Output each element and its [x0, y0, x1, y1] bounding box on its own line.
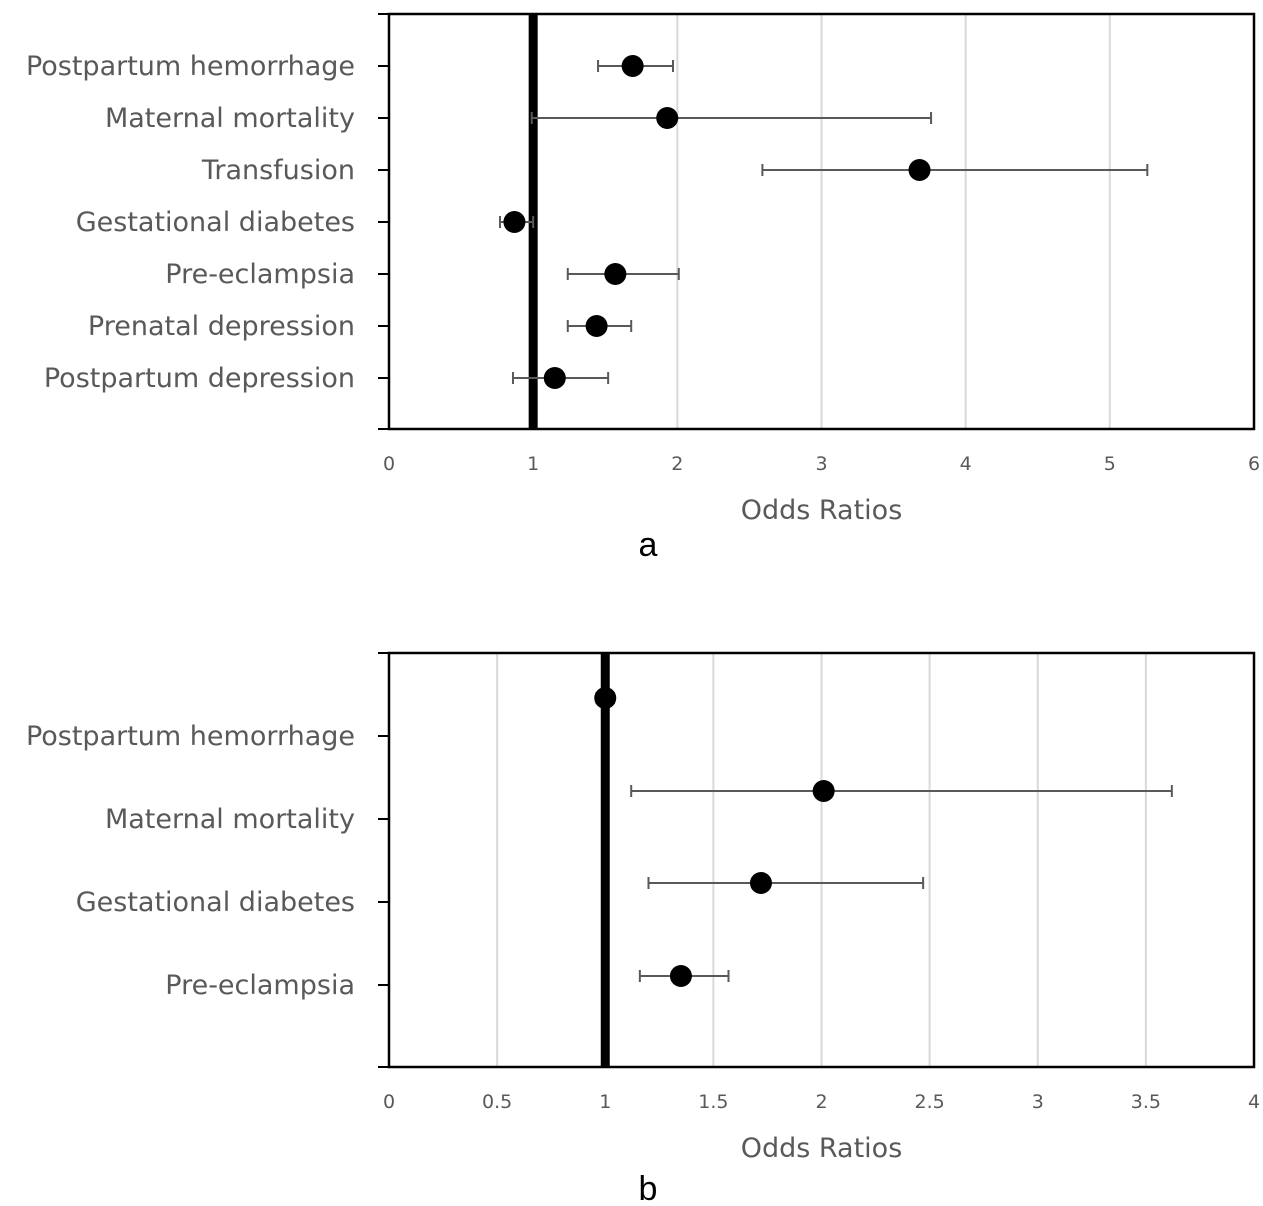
x-tick-label: 0	[383, 1091, 395, 1113]
category-label: Gestational diabetes	[76, 887, 355, 918]
data-point	[749, 872, 772, 894]
category-label: Maternal mortality	[105, 103, 355, 134]
x-tick-label: 4	[1248, 1091, 1260, 1113]
data-point	[604, 263, 627, 285]
category-label: Postpartum hemorrhage	[26, 721, 355, 752]
category-label: Pre-eclampsia	[165, 259, 355, 290]
x-tick-label: 1.5	[698, 1091, 728, 1113]
data-point	[594, 687, 617, 709]
category-label: Prenatal depression	[88, 311, 355, 342]
panel-label: a	[639, 526, 658, 564]
category-label: Postpartum depression	[44, 363, 355, 394]
x-tick-label: 2	[671, 453, 683, 475]
x-tick-label: 5	[1104, 453, 1116, 475]
x-tick-label: 0	[383, 453, 395, 475]
x-tick-label: 2	[815, 1091, 827, 1113]
x-tick-label: 3	[815, 453, 827, 475]
category-label: Transfusion	[201, 155, 355, 186]
panel-label: b	[639, 1170, 658, 1206]
data-point	[669, 965, 692, 987]
x-axis-title: Odds Ratios	[741, 1133, 903, 1164]
category-label: Gestational diabetes	[76, 207, 355, 238]
data-point	[503, 211, 526, 233]
data-point	[585, 315, 608, 337]
x-tick-label: 3.5	[1131, 1091, 1161, 1113]
data-point	[812, 780, 835, 802]
category-label: Maternal mortality	[105, 804, 355, 835]
x-tick-label: 2.5	[915, 1091, 945, 1113]
category-label: Pre-eclampsia	[165, 970, 355, 1001]
data-point	[908, 159, 931, 181]
x-tick-label: 6	[1248, 453, 1260, 475]
x-tick-label: 3	[1032, 1091, 1044, 1113]
data-point	[543, 367, 566, 389]
panel-a: Postpartum hemorrhage Maternal mortality T…	[26, 12, 1260, 564]
category-label: Postpartum hemorrhage	[26, 51, 355, 82]
x-tick-label: 1	[527, 453, 539, 475]
panel-b: Postpartum hemorrhage Maternal mortality G…	[26, 651, 1260, 1206]
plot-frame	[387, 651, 1256, 1069]
data-point	[656, 107, 679, 129]
x-tick-label: 1	[599, 1091, 611, 1113]
data-point	[621, 55, 644, 77]
x-tick-label: 4	[960, 453, 972, 475]
x-axis-title: Odds Ratios	[741, 495, 903, 526]
x-tick-label: 0.5	[482, 1091, 512, 1113]
